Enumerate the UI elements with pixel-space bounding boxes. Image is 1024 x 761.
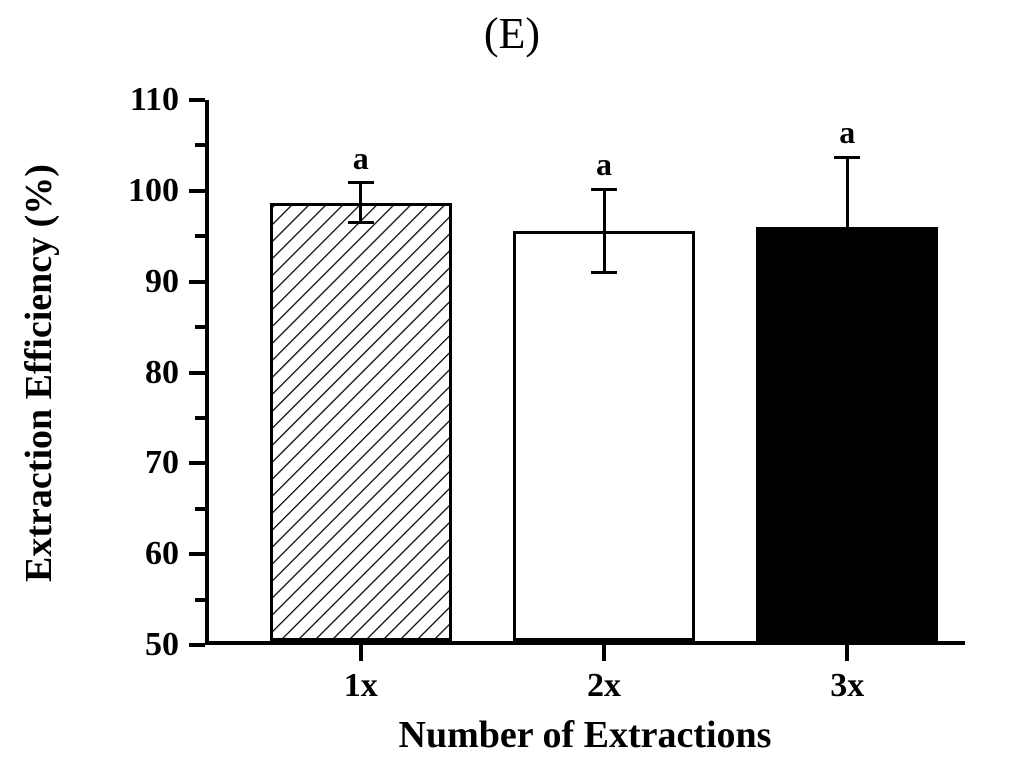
y-tick-label: 80 [99,354,179,392]
y-tick-label: 50 [99,626,179,664]
x-axis-title: Number of Extractions [399,713,772,757]
y-tick-label: 70 [99,444,179,482]
figure: (E) 5060708090100110Extraction Efficienc… [0,0,1024,761]
x-tick-label: 1x [301,667,421,705]
significance-label: a [353,140,369,177]
significance-label: a [839,114,855,151]
plot-area: 5060708090100110Extraction Efficiency (%… [205,100,965,645]
x-tick-label: 2x [544,667,664,705]
x-tick-label: 3x [787,667,907,705]
bar [513,231,695,641]
y-tick-label: 110 [99,81,179,119]
y-tick-label: 90 [99,263,179,301]
y-tick-label: 100 [99,172,179,210]
y-axis-title: Extraction Efficiency (%) [17,164,61,582]
panel-label: (E) [0,8,1024,59]
bar [270,203,452,641]
bar [756,227,938,641]
y-tick-label: 60 [99,535,179,573]
significance-label: a [596,146,612,183]
